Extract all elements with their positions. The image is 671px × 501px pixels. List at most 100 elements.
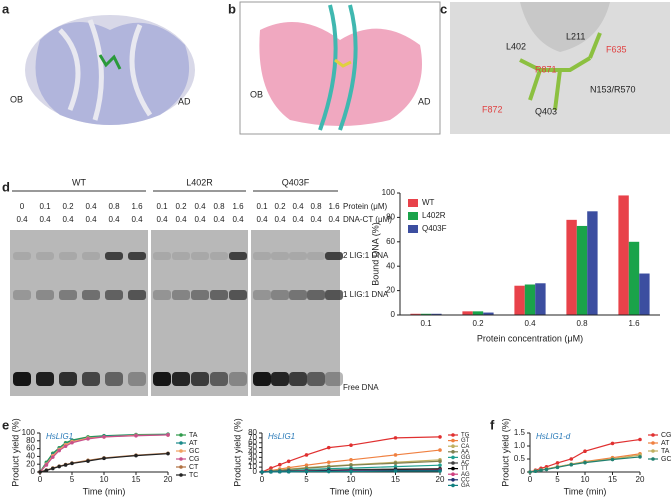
point bbox=[638, 437, 642, 442]
y-tick-label: 20 bbox=[386, 286, 395, 295]
point bbox=[610, 457, 615, 462]
x-tick-label: 5 bbox=[70, 475, 75, 484]
legend-marker bbox=[651, 441, 655, 445]
point bbox=[438, 469, 442, 473]
point bbox=[544, 467, 549, 472]
x-axis-title: Time (min) bbox=[330, 486, 373, 496]
y-axis-title: Product yield (%) bbox=[500, 418, 510, 487]
point bbox=[51, 466, 55, 471]
y-tick-label: 0 bbox=[391, 310, 396, 319]
point bbox=[569, 457, 574, 461]
protein-conc: 0.1 bbox=[39, 202, 51, 211]
bar bbox=[420, 313, 432, 315]
legend-marker bbox=[451, 455, 455, 460]
point bbox=[326, 469, 331, 474]
complex-band bbox=[13, 290, 31, 300]
complex-band bbox=[307, 290, 325, 300]
bar bbox=[535, 283, 546, 315]
protein-conc: 0.8 bbox=[310, 202, 322, 211]
legend-label: AG bbox=[461, 472, 470, 478]
point bbox=[134, 433, 138, 438]
point bbox=[44, 468, 49, 473]
y-tick-label: 20 bbox=[26, 459, 35, 468]
complex-band bbox=[105, 290, 123, 300]
complex-band bbox=[36, 252, 54, 260]
point bbox=[70, 440, 74, 445]
point bbox=[438, 435, 442, 439]
dna-conc: 0.4 bbox=[310, 215, 322, 224]
bar bbox=[472, 311, 484, 315]
band-label: 1 LIG:1 DNA bbox=[343, 290, 389, 299]
x-tick-label: 15 bbox=[391, 475, 400, 484]
x-tick-label: 0.1 bbox=[420, 319, 432, 328]
point bbox=[260, 470, 264, 474]
point bbox=[51, 455, 55, 459]
row-label: Protein (μM) bbox=[343, 202, 388, 211]
y-axis-title: Bound DNA (%) bbox=[370, 222, 380, 286]
complex-band bbox=[59, 252, 77, 260]
protein-conc: 0.2 bbox=[62, 202, 74, 211]
y-axis-title: Product yield (%) bbox=[232, 418, 242, 487]
complex-band bbox=[307, 252, 325, 260]
bar bbox=[431, 313, 442, 315]
legend-marker bbox=[179, 465, 183, 469]
panel-label: f bbox=[490, 417, 495, 432]
free-band bbox=[307, 372, 325, 386]
free-band bbox=[59, 372, 77, 386]
legend-label: AA bbox=[461, 449, 469, 455]
series-line bbox=[39, 453, 169, 473]
legend-marker bbox=[451, 461, 455, 465]
y-tick-label: 1.5 bbox=[514, 428, 526, 437]
free-band bbox=[191, 372, 209, 386]
panel-label: c bbox=[440, 1, 447, 16]
band-label: 2 LIG:1 DNA bbox=[343, 251, 389, 260]
complex-band bbox=[153, 290, 171, 300]
series-line bbox=[39, 452, 169, 473]
x-tick-label: 15 bbox=[132, 475, 141, 484]
complex-band bbox=[82, 252, 100, 260]
dna-conc: 0.4 bbox=[131, 215, 143, 224]
protein-conc: 0.1 bbox=[256, 202, 268, 211]
legend-label: AT bbox=[189, 440, 198, 447]
y-tick-label: 1.0 bbox=[514, 441, 526, 450]
y-tick-label: 0 bbox=[521, 467, 526, 476]
complex-band bbox=[289, 252, 307, 260]
dna-conc: 0.4 bbox=[156, 215, 168, 224]
x-tick-label: 20 bbox=[164, 475, 173, 484]
complex-band bbox=[36, 290, 54, 300]
protein-conc: 0.4 bbox=[194, 202, 206, 211]
bar bbox=[576, 225, 588, 315]
legend-label: CG bbox=[189, 456, 200, 463]
dna-conc: 0.4 bbox=[213, 215, 225, 224]
free-band bbox=[253, 372, 271, 386]
legend-label: CC bbox=[461, 477, 470, 483]
free-band bbox=[13, 372, 31, 386]
protein-conc: 1.6 bbox=[131, 202, 143, 211]
dna-conc: 0.4 bbox=[328, 215, 340, 224]
residue-label: F635 bbox=[606, 44, 627, 54]
complex-band bbox=[229, 290, 247, 300]
protein-conc: 1.6 bbox=[328, 202, 340, 211]
x-tick-label: 0.4 bbox=[524, 319, 536, 328]
dna-conc: 0.4 bbox=[16, 215, 28, 224]
x-tick-label: 5 bbox=[304, 475, 309, 484]
legend-label: AT bbox=[661, 440, 670, 447]
point bbox=[63, 444, 68, 449]
y-tick-label: 20 bbox=[248, 457, 257, 466]
x-tick-label: 0.8 bbox=[576, 319, 588, 328]
legend-marker bbox=[451, 438, 455, 443]
protein-conc: 0.2 bbox=[274, 202, 286, 211]
legend-label: GT bbox=[461, 438, 470, 444]
point bbox=[134, 453, 138, 458]
y-tick-label: 0.5 bbox=[514, 454, 526, 463]
dna-conc: 0.4 bbox=[175, 215, 187, 224]
gel-group-label: Q403F bbox=[282, 177, 310, 187]
point bbox=[38, 470, 42, 474]
y-tick-label: 50 bbox=[248, 443, 257, 452]
complex-band bbox=[325, 252, 343, 260]
point bbox=[393, 461, 398, 466]
point bbox=[269, 470, 273, 474]
complex-band bbox=[172, 290, 190, 300]
point bbox=[393, 469, 398, 473]
